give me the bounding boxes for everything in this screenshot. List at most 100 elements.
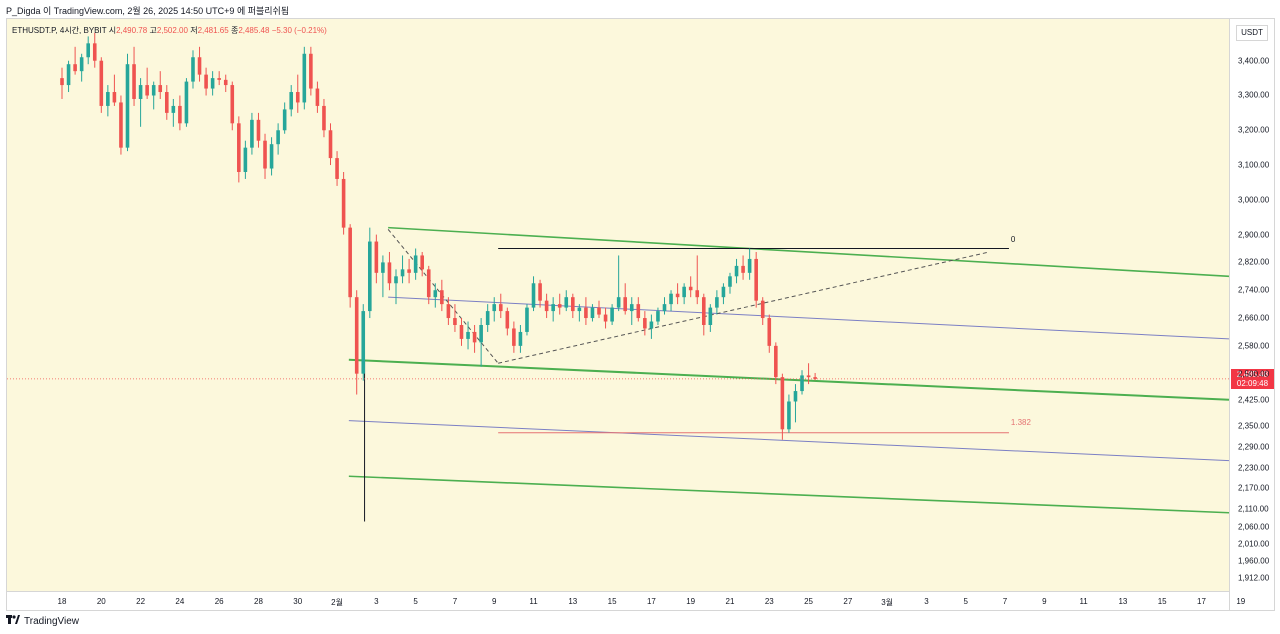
candle-body [289, 92, 294, 110]
close-value: 2,485.48 [238, 26, 270, 35]
candle-body [793, 391, 798, 402]
candle-body [701, 297, 706, 325]
candle-body [86, 43, 91, 58]
trendline-channel-upper [388, 226, 1230, 278]
candle-body [138, 85, 143, 99]
chart-frame[interactable]: 0 1.382 ETHUSDT.P, 4시간, BYBIT 시2,490.78 고… [6, 18, 1275, 611]
candle-body [263, 140, 267, 169]
candle-body [145, 85, 149, 96]
price-tick-label: 2,230.00 [1238, 463, 1270, 473]
candle-body [741, 265, 745, 273]
candle-body [256, 119, 261, 141]
candle-body [426, 269, 431, 298]
candle-body [191, 57, 195, 82]
candle-body [518, 331, 523, 346]
candle-body [112, 92, 117, 103]
candle-body [787, 401, 791, 430]
candle-body [688, 286, 693, 291]
currency-label[interactable]: USDT [1236, 25, 1268, 41]
time-tick-label: 28 [254, 597, 263, 606]
price-tick-label: 3,400.00 [1238, 56, 1270, 66]
candle-body [774, 345, 778, 378]
candle-body [381, 262, 385, 273]
candle-body [498, 304, 503, 312]
price-tick-label: 2,170.00 [1238, 483, 1270, 493]
price-tick-label: 2,110.00 [1238, 504, 1269, 514]
candle-body [197, 57, 202, 75]
candle-body [721, 286, 726, 298]
time-tick-label: 7 [452, 597, 458, 606]
time-tick-label: 26 [214, 597, 224, 606]
candle-body [505, 311, 510, 329]
candle-body [250, 119, 254, 148]
trendline-channel-lower [348, 475, 1230, 514]
time-axis[interactable]: 18 20 22 24 26 28 30 2월 3 5 7 9 11 13 15 17 19 21 23 25 27 3월… [7, 591, 1245, 610]
price-tick-label: 2,580.00 [1238, 341, 1270, 351]
price-chart[interactable]: 0 1.382 [7, 19, 1230, 591]
candle-body [322, 105, 326, 131]
candle-body [610, 307, 614, 322]
candle-body [453, 318, 457, 325]
candle-body [92, 43, 97, 61]
time-tick-label: 2월 [331, 598, 343, 607]
price-tick-label: 3,000.00 [1238, 195, 1270, 205]
candle-body [335, 158, 339, 179]
candle-body [178, 105, 182, 124]
close-label: 종 [230, 26, 239, 35]
price-tick-label: 2,660.00 [1238, 313, 1270, 323]
candle-body [800, 375, 804, 392]
tradingview-logo-icon [6, 615, 20, 627]
candle-body [164, 92, 169, 113]
candle-body [413, 255, 418, 273]
time-tick-label: 5 [963, 597, 968, 606]
candle-body [361, 311, 366, 374]
time-tick-label: 15 [1157, 597, 1167, 606]
price-tick-label: 2,900.00 [1238, 230, 1270, 240]
ohlc-legend: ETHUSDT.P, 4시간, BYBIT 시2,490.78 고2,502.0… [12, 25, 327, 36]
price-tick-label: 2,740.00 [1238, 285, 1270, 295]
high-value: 2,502.00 [156, 26, 188, 35]
candle-body [420, 255, 424, 270]
candle-body [125, 64, 130, 148]
annotation-label: 0 [1011, 235, 1016, 244]
candle-body [636, 304, 641, 319]
candle-body [368, 241, 372, 312]
candle-body [459, 324, 464, 339]
candle-body [282, 109, 287, 131]
candle-body [662, 304, 667, 312]
price-tick-label: 2,010.00 [1238, 539, 1270, 549]
candle-body [708, 307, 713, 325]
candle-body [243, 147, 248, 172]
time-tick-label: 3 [374, 597, 379, 606]
candle-body [584, 307, 588, 319]
candle-body [564, 297, 569, 308]
high-label: 고 [149, 26, 157, 35]
candle-body [119, 102, 123, 148]
candle-body [446, 304, 451, 319]
candle-body [302, 53, 307, 103]
price-axis[interactable]: USDT 2,485.48 02:09:48 3,400.00 3,300.00 3… [1229, 19, 1274, 610]
candle-body [66, 64, 71, 86]
candle-body [132, 64, 136, 99]
time-tick-label: 19 [1236, 597, 1246, 606]
candle-body [184, 81, 189, 124]
candle-body [577, 307, 582, 312]
time-tick-label: 19 [686, 597, 696, 606]
candle-body [151, 85, 156, 96]
plot-area[interactable]: 0 1.382 ETHUSDT.P, 4시간, BYBIT 시2,490.78 고… [7, 19, 1230, 591]
low-label: 저 [190, 26, 198, 35]
candle-body [407, 269, 411, 273]
price-tick-label: 3,100.00 [1238, 160, 1270, 170]
time-tick-label: 17 [646, 597, 656, 606]
candle-body [551, 304, 555, 312]
time-tick-label: 3월 [881, 598, 894, 607]
candle-body [656, 311, 660, 322]
candle-body [394, 276, 398, 284]
time-tick-label: 11 [529, 597, 538, 606]
trendline-channel-middle [348, 358, 1230, 401]
candle-body [79, 57, 84, 72]
candle-body [485, 311, 490, 325]
time-tick-label: 3 [924, 597, 929, 606]
symbol-label: ETHUSDT.P, 4시간, BYBIT [12, 26, 107, 35]
candle-body [728, 276, 732, 287]
